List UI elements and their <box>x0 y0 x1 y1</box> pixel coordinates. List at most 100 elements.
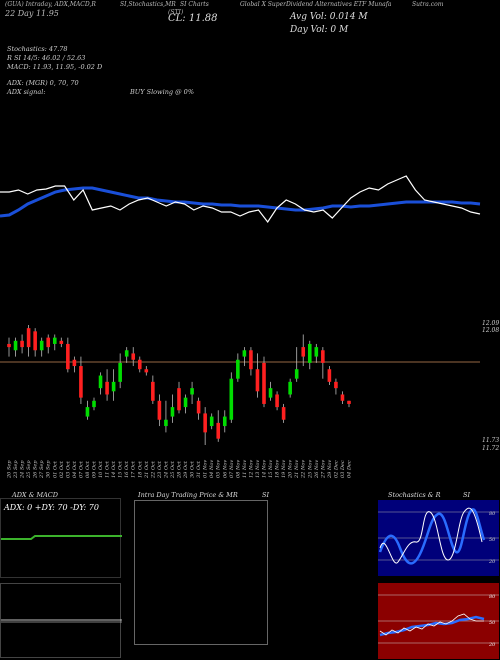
date-label: 30 Sep <box>46 460 52 478</box>
adx-line <box>1 535 122 540</box>
date-label: 18 Nov <box>275 460 281 478</box>
date-label: 21 Oct <box>144 460 150 479</box>
intra-panel-title: Intra Day Trading Price & MR <box>138 491 238 499</box>
date-label: 11 Oct <box>105 460 111 478</box>
macd-panel <box>0 583 122 658</box>
price-axis-bottom: 11.73 <box>482 437 499 444</box>
rsi-signal-line <box>379 613 484 636</box>
stochastics-panel: 80 50 20 <box>378 500 499 576</box>
date-label: 03 Dec <box>340 460 346 478</box>
candle-body <box>92 400 96 408</box>
date-label: 15 Oct <box>118 460 124 478</box>
date-label: 23 Oct <box>157 460 163 479</box>
date-label: 20 Nov <box>288 460 294 479</box>
date-label: 04 Oct <box>72 460 78 478</box>
candle-body <box>307 343 312 363</box>
stoch-tick-20: 20 <box>488 559 496 565</box>
candle-body <box>170 407 175 417</box>
date-label: 11 Nov <box>242 460 248 478</box>
candle-body <box>347 400 351 404</box>
candle-body <box>39 340 44 351</box>
stoch-panel-title-2: SI <box>463 491 471 499</box>
trend-signal-line <box>0 186 481 218</box>
indicator-stochastics: Stochastics: 47.78 <box>7 45 68 53</box>
date-label: 22 Oct <box>150 460 156 479</box>
intraday-panel <box>134 500 268 645</box>
header-title-2: SI,Stochastics,MR <box>120 1 176 8</box>
header-title-3: SI Charts <box>180 1 209 8</box>
candle-body <box>183 397 188 408</box>
date-label: 22 Nov <box>301 460 307 479</box>
candle-body <box>334 381 338 389</box>
date-label: 16 Oct <box>124 460 130 478</box>
candle-body <box>118 362 122 382</box>
date-label: 07 Nov <box>229 460 235 478</box>
candle-body <box>157 400 162 420</box>
candles <box>7 325 351 445</box>
rsi-line <box>379 615 485 637</box>
header-title-1: (GUA) Intraday, ADX,MACD,R <box>5 1 96 8</box>
candle-body <box>314 347 319 357</box>
date-label: 15 Nov <box>268 460 274 478</box>
candle-body <box>66 343 70 370</box>
candle-body <box>275 394 279 408</box>
date-label: 20 Sep <box>7 460 13 479</box>
candle-body <box>209 416 214 427</box>
rsi-tick-20: 20 <box>488 642 496 648</box>
date-label: 19 Nov <box>281 460 287 478</box>
candle-body <box>255 369 260 392</box>
adx-values: ADX: 0 +DY: 70 -DY: 70 <box>4 503 99 512</box>
stoch-d-line <box>378 508 486 565</box>
header-day-vol: Day Vol: 0 M <box>290 25 349 35</box>
date-label: 14 Nov <box>262 460 268 478</box>
indicator-adx-signal-label: ADX signal: <box>7 88 46 96</box>
candle-body <box>196 400 201 414</box>
stoch-tick-80: 80 <box>489 511 496 517</box>
candle-body <box>203 413 207 433</box>
price-axis-top2: 12.08 <box>482 327 499 334</box>
date-label: 04 Dec <box>347 460 353 478</box>
date-label: 03 Oct <box>65 460 71 478</box>
stoch-tick-50: 50 <box>489 537 496 543</box>
candle-body <box>301 347 306 357</box>
date-label: 24 Sep <box>20 460 26 479</box>
indicator-adx-signal-value: BUY Slowing @ 0% <box>130 88 194 96</box>
rsi-tick-50: 50 <box>489 620 496 626</box>
date-label: 25 Oct <box>170 460 176 479</box>
candle-body <box>79 366 83 398</box>
date-label: 26 Sep <box>33 460 39 479</box>
candle-body <box>13 340 18 351</box>
candle-body <box>229 378 234 420</box>
candle-body <box>7 343 11 348</box>
date-label: 24 Oct <box>163 460 169 479</box>
date-label: 04 Nov <box>209 460 215 478</box>
date-label: 13 Nov <box>255 460 261 478</box>
stoch-k-line <box>379 507 483 564</box>
date-label: 28 Oct <box>177 460 183 479</box>
candle-body <box>288 381 292 395</box>
candle-body <box>26 328 31 348</box>
candle-body <box>111 381 116 392</box>
candle-body <box>85 407 90 417</box>
candle-body <box>144 369 149 373</box>
date-label: 30 Oct <box>190 460 196 478</box>
candle-body <box>72 359 77 367</box>
date-label: 29 Nov <box>327 460 333 479</box>
header-ticker: (STI) <box>168 9 184 16</box>
header-avg-vol: Avg Vol: 0.014 M <box>290 12 368 22</box>
price-axis-bottom2: 11.72 <box>482 445 499 452</box>
date-label: 10 Oct <box>98 460 104 478</box>
date-label: 27 Sep <box>39 460 45 479</box>
trend-lines <box>0 175 481 224</box>
rsi-panel: 80 50 20 <box>378 583 499 659</box>
candle-body <box>124 350 129 357</box>
stoch-panel-title: Stochastics & R <box>388 491 441 499</box>
date-label: 05 Nov <box>216 460 222 478</box>
price-axis-top: 12.09 <box>482 320 499 327</box>
header-title-4: Global X SuperDividend Alternatives ETF … <box>240 1 392 8</box>
candle-body <box>59 340 64 344</box>
candle-body <box>105 381 109 395</box>
indicator-macd: MACD: 11.93, 11.95, -0.02 D <box>7 63 103 71</box>
candle-body <box>190 388 194 395</box>
candle-body <box>137 359 142 370</box>
